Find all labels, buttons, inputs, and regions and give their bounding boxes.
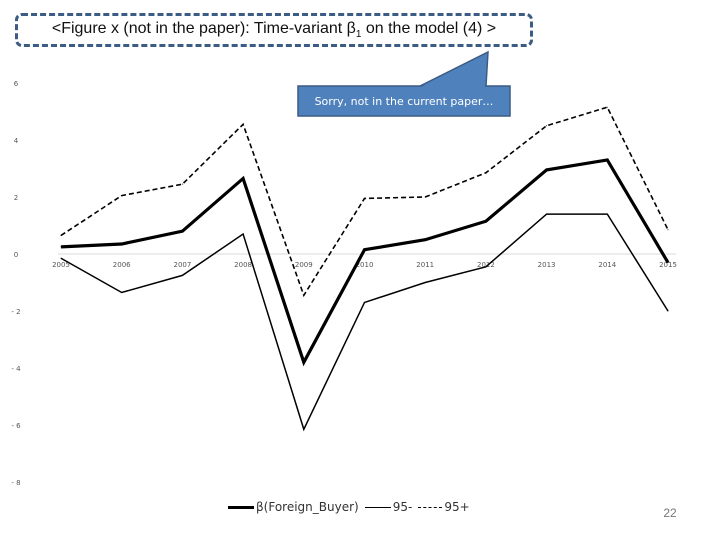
data-point-beta [606, 159, 608, 161]
x-tick-label: 2015 [659, 261, 677, 269]
data-point-beta [121, 243, 123, 245]
data-point-lower [303, 428, 305, 430]
data-point-upper [546, 125, 548, 127]
data-point-beta [667, 262, 669, 264]
y-tick-label: - 2 [11, 308, 20, 316]
legend-item-lower: 95- [364, 500, 413, 514]
legend: β(Foreign_Buyer) 95- 95+ [228, 497, 470, 517]
y-tick-label: 4 [14, 137, 19, 145]
data-point-upper [242, 123, 244, 125]
x-tick-label: 2005 [52, 261, 70, 269]
y-tick-label: 6 [14, 80, 19, 88]
data-point-lower [60, 257, 62, 259]
series-line-lower [60, 213, 669, 432]
y-tick-label: 2 [14, 194, 18, 202]
legend-label-lower: 95- [392, 500, 413, 514]
x-tick-label: 2011 [416, 261, 434, 269]
y-tick-label: 0 [14, 251, 18, 259]
callout-text: Sorry, not in the current paper… [314, 94, 494, 108]
page-number: 22 [663, 506, 677, 520]
x-tick-label: 2012 [477, 261, 495, 269]
data-point-lower [546, 213, 548, 215]
data-point-upper [60, 234, 62, 236]
data-point-beta [181, 230, 183, 232]
data-point-lower [424, 282, 426, 283]
data-point-upper [121, 195, 123, 197]
x-tick-label: 2010 [356, 261, 374, 269]
data-point-lower [242, 233, 244, 235]
data-point-beta [424, 239, 426, 241]
data-point-upper [303, 294, 305, 296]
data-point-beta [60, 246, 62, 248]
y-tick-label: - 8 [11, 479, 20, 487]
x-tick-label: 2009 [295, 261, 313, 269]
data-point-upper [485, 172, 487, 174]
data-point-lower [667, 310, 669, 312]
legend-item-beta: β(Foreign_Buyer) [228, 500, 359, 514]
data-point-upper [424, 196, 426, 198]
data-point-lower [181, 274, 183, 276]
data-point-lower [606, 213, 608, 215]
figure-title: <Figure x (not in the paper): Time-varia… [51, 19, 497, 41]
x-tick-label: 2007 [173, 261, 191, 269]
data-point-lower [121, 291, 123, 293]
x-tick-label: 2014 [598, 261, 616, 269]
data-point-upper [364, 197, 365, 199]
legend-item-upper: 95+ [418, 500, 470, 514]
callout-shape [297, 50, 511, 117]
data-point-lower [485, 266, 487, 268]
data-point-upper [667, 229, 669, 231]
legend-swatch-upper [418, 506, 443, 508]
data-point-upper [606, 106, 608, 108]
legend-label-beta: β(Foreign_Buyer) [256, 500, 359, 514]
data-point-beta [485, 220, 487, 222]
data-point-lower [364, 301, 365, 303]
legend-swatch-lower [364, 506, 391, 508]
y-tick-label: - 4 [11, 365, 21, 373]
x-tick-label: 2006 [113, 261, 131, 269]
legend-swatch-beta [228, 505, 254, 509]
data-point-beta [364, 249, 365, 251]
data-point-beta [303, 361, 305, 363]
x-tick-label: 2008 [234, 261, 252, 269]
y-tick-label: - 6 [11, 422, 21, 430]
figure-title-box: <Figure x (not in the paper): Time-varia… [15, 13, 533, 47]
data-point-beta [546, 169, 548, 171]
data-point-beta [242, 177, 244, 179]
x-tick-label: 2013 [538, 261, 556, 269]
legend-label-upper: 95+ [444, 500, 470, 514]
data-point-upper [181, 183, 183, 185]
